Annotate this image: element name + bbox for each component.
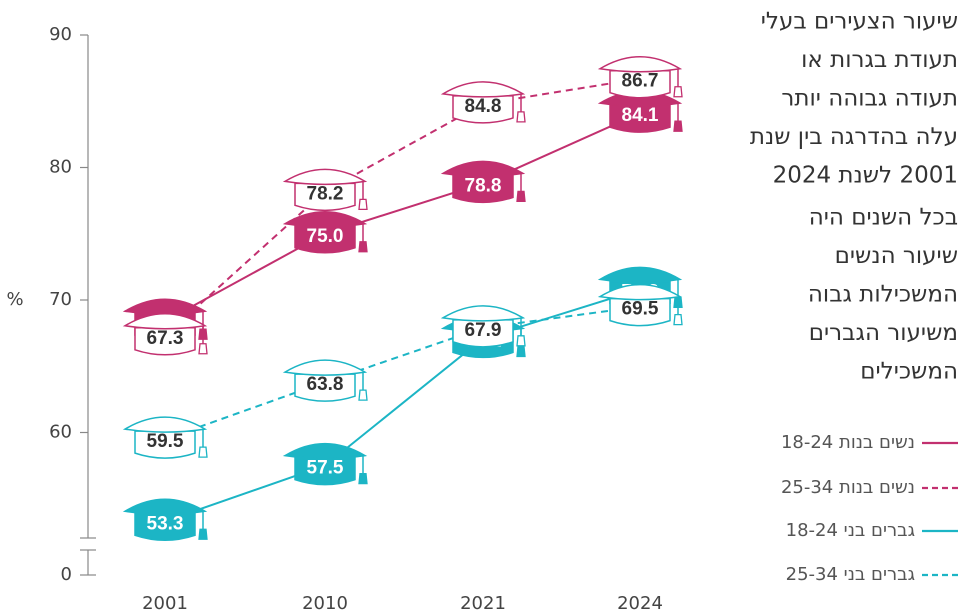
cap-tassel-end [516, 111, 526, 123]
cap-board [440, 160, 526, 178]
cap-tassel-end [673, 86, 683, 98]
value-label: 69.5 [622, 299, 659, 320]
value-label: 63.8 [307, 374, 344, 395]
cap-tassel-end [516, 345, 526, 358]
series-line [164, 77, 641, 337]
title-line: שיעור הצעירים בעלי [761, 9, 958, 35]
cap-body [294, 456, 356, 486]
value-label: 67.9 [465, 320, 502, 341]
x-tick-label: 2001 [142, 593, 188, 614]
cap-tassel-end [198, 446, 208, 458]
title-line: עלה בהדרגה בין שנת [750, 124, 958, 150]
cap-board [122, 313, 208, 330]
value-label: 57.5 [307, 458, 344, 479]
cap-marker: 86.7 [597, 55, 683, 99]
annotation-line: שיעור הנשים [835, 243, 958, 269]
value-label: 59.5 [147, 431, 184, 452]
cap-tassel-end [358, 472, 368, 485]
series-line [164, 288, 641, 523]
annotation-line: משיעור הגברים [809, 320, 958, 346]
y-tick-label: 80 [49, 157, 72, 178]
cap-board [597, 266, 683, 284]
cap-marker: 84.1 [597, 90, 683, 133]
legend-label: גברים בני 25-34 [786, 564, 915, 585]
x-tick-label: 2010 [302, 593, 348, 614]
cap-tassel-end [358, 198, 368, 211]
cap-body [134, 430, 196, 459]
cap-board [122, 498, 208, 515]
annotation-line: בכל השנים היה [809, 205, 958, 231]
cap-body [609, 69, 671, 99]
x-tick-label: 2024 [617, 593, 663, 614]
cap-body [294, 225, 356, 254]
title-line: תעודה גבוהה יותר [781, 86, 958, 112]
cap-tassel-end [358, 241, 368, 253]
cap-tassel-end [673, 313, 683, 326]
cap-marker: 69.5 [597, 283, 683, 327]
cap-tassel-end [358, 389, 368, 401]
y-tick-label: 70 [49, 289, 72, 310]
y-tick-label: 0 [61, 564, 72, 585]
cap-body [452, 174, 514, 204]
value-label: 75.0 [307, 226, 344, 247]
y-tick-label: 60 [49, 422, 72, 443]
cap-tassel-end [516, 190, 526, 203]
cap-body [609, 297, 671, 327]
cap-board [282, 442, 368, 460]
cap-body [294, 373, 356, 402]
title-line: תעודת בגרות או [801, 47, 958, 73]
series-line [164, 112, 641, 323]
cap-board [122, 298, 208, 315]
annotation-line: המשכילות גבוה [808, 282, 958, 308]
legend-label: גברים בני 18-24 [786, 520, 915, 541]
cap-board [440, 81, 526, 98]
cap-body [452, 319, 514, 348]
cap-body [452, 95, 514, 124]
title-line: 2001 לשנת 2024 [773, 163, 958, 189]
cap-marker: 78.8 [440, 160, 526, 204]
cap-board [597, 283, 683, 301]
cap-marker: 67.3 [122, 313, 208, 356]
value-label: 84.1 [622, 105, 659, 126]
cap-tassel-end [198, 528, 208, 540]
cap-board [440, 305, 526, 322]
y-axis-label: % [6, 289, 23, 310]
cap-body [609, 104, 671, 133]
cap-board [282, 168, 368, 186]
cap-tassel-end [198, 343, 208, 355]
value-label: 67.3 [147, 328, 184, 349]
value-label: 78.2 [307, 183, 344, 204]
value-label: 86.7 [622, 71, 659, 92]
cap-marker: 63.8 [282, 359, 368, 402]
cap-board [597, 55, 683, 73]
cap-board [282, 359, 368, 376]
legend-label: נשים בנות 25-34 [781, 477, 915, 498]
cap-marker: 75.0 [282, 211, 368, 254]
cap-marker: 78.2 [282, 168, 368, 212]
cap-body [294, 182, 356, 212]
cap-tassel-end [673, 120, 683, 132]
series-line [164, 305, 641, 441]
cap-board [122, 416, 208, 433]
cap-body [134, 327, 196, 356]
x-tick-label: 2021 [460, 593, 506, 614]
cap-marker: 59.5 [122, 416, 208, 459]
cap-board [282, 211, 368, 228]
cap-tassel-end [516, 335, 526, 347]
y-tick-label: 90 [49, 24, 72, 45]
cap-marker: 67.9 [440, 305, 526, 348]
cap-marker: 53.3 [122, 498, 208, 542]
value-label: 53.3 [147, 513, 184, 534]
value-label: 84.8 [465, 96, 502, 117]
cap-marker: 57.5 [282, 442, 368, 486]
value-label: 78.8 [465, 175, 502, 196]
cap-body [134, 512, 196, 542]
cap-marker: 84.8 [440, 81, 526, 124]
annotation-line: המשכילים [860, 359, 958, 385]
legend-label: נשים בנות 18-24 [781, 432, 915, 453]
